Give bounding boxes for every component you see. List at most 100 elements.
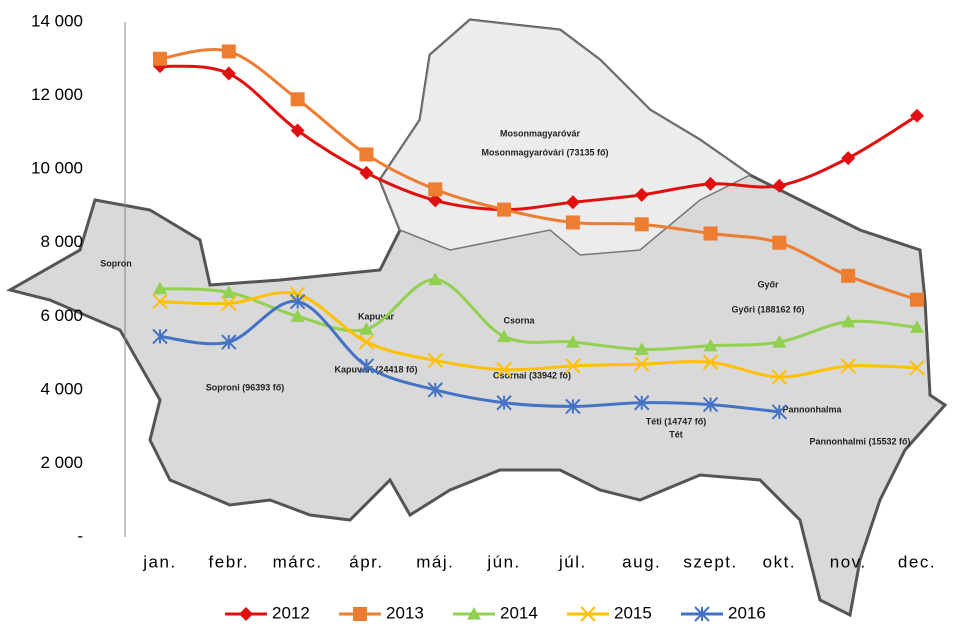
marker bbox=[772, 235, 787, 250]
marker bbox=[289, 286, 306, 302]
marker-shape bbox=[427, 352, 443, 369]
marker-shape bbox=[239, 607, 253, 621]
marker-shape bbox=[703, 338, 718, 352]
marker bbox=[909, 360, 925, 376]
marker bbox=[358, 334, 375, 350]
x-tick-label: márc. bbox=[273, 552, 323, 571]
map-region bbox=[379, 19, 752, 256]
marker-shape bbox=[428, 193, 443, 208]
map-label: Csorna bbox=[503, 315, 535, 325]
marker-shape bbox=[772, 335, 787, 348]
map-label: Kapuvári (24418 fő) bbox=[334, 364, 417, 374]
series-line bbox=[159, 300, 780, 414]
x-tick-label: júl. bbox=[558, 552, 587, 571]
marker-shape bbox=[359, 165, 374, 180]
marker bbox=[565, 335, 580, 348]
marker bbox=[840, 358, 856, 374]
marker bbox=[153, 59, 167, 74]
marker-shape bbox=[153, 51, 167, 66]
legend-label: 2012 bbox=[272, 603, 310, 622]
x-tick-label: máj. bbox=[416, 552, 454, 571]
marker bbox=[152, 328, 168, 345]
marker-shape bbox=[841, 151, 856, 166]
x-tick-label: szept. bbox=[683, 552, 737, 571]
marker-shape bbox=[634, 187, 649, 202]
map-label: Pannonhalmi (15532 fő) bbox=[809, 436, 910, 446]
map-label: Kapuvár bbox=[358, 311, 395, 321]
marker-shape bbox=[290, 123, 305, 138]
marker bbox=[239, 607, 253, 621]
legend-label: 2014 bbox=[500, 603, 538, 622]
marker bbox=[467, 607, 481, 620]
marker bbox=[634, 356, 650, 372]
marker-shape bbox=[634, 356, 650, 372]
marker bbox=[290, 92, 305, 107]
map-label: Soproni (96393 fő) bbox=[206, 382, 285, 392]
y-tick-label: 14 000 bbox=[31, 11, 83, 30]
marker bbox=[694, 606, 710, 622]
x-tick-label: dec. bbox=[898, 552, 936, 571]
marker-shape bbox=[841, 314, 856, 328]
marker bbox=[565, 215, 580, 230]
marker bbox=[353, 607, 367, 621]
marker-shape bbox=[428, 182, 443, 197]
marker bbox=[841, 151, 856, 166]
marker-shape bbox=[428, 272, 443, 286]
marker bbox=[290, 123, 305, 138]
marker-shape bbox=[703, 226, 718, 241]
marker-shape bbox=[565, 398, 581, 415]
marker bbox=[496, 395, 512, 411]
marker-shape bbox=[152, 328, 168, 345]
marker bbox=[153, 51, 167, 66]
marker-shape bbox=[565, 358, 581, 374]
x-tick-label: jún. bbox=[486, 552, 520, 571]
marker-shape bbox=[910, 108, 924, 123]
x-tick-label: nov. bbox=[830, 552, 867, 571]
marker bbox=[565, 195, 580, 210]
y-tick-label: - bbox=[77, 526, 83, 545]
x-tick-label: jan. bbox=[142, 552, 176, 571]
marker-shape bbox=[497, 329, 512, 343]
marker bbox=[771, 369, 788, 385]
marker-shape bbox=[496, 395, 512, 411]
marker bbox=[634, 217, 649, 232]
marker bbox=[703, 176, 718, 191]
marker bbox=[634, 187, 649, 202]
marker-shape bbox=[153, 59, 167, 74]
marker bbox=[565, 398, 581, 415]
marker-shape bbox=[580, 606, 596, 622]
marker-shape bbox=[772, 235, 787, 250]
marker-shape bbox=[221, 285, 236, 298]
marker-shape bbox=[221, 44, 236, 59]
marker bbox=[358, 358, 375, 374]
series-line bbox=[159, 277, 918, 351]
marker-shape bbox=[427, 382, 443, 398]
marker bbox=[221, 295, 237, 312]
map-label: Csornai (33942 fő) bbox=[493, 370, 571, 380]
marker-shape bbox=[634, 342, 649, 355]
y-tick-label: 12 000 bbox=[31, 85, 83, 104]
marker bbox=[703, 338, 718, 352]
marker-shape bbox=[353, 607, 367, 621]
legend-label: 2013 bbox=[386, 603, 424, 622]
marker bbox=[290, 309, 305, 322]
marker-shape bbox=[497, 202, 512, 217]
legend-label: 2015 bbox=[614, 603, 652, 622]
marker-shape bbox=[496, 361, 512, 378]
marker-shape bbox=[358, 334, 375, 350]
marker-shape bbox=[221, 334, 237, 350]
marker-shape bbox=[772, 178, 787, 193]
marker-shape bbox=[359, 147, 374, 162]
marker-shape bbox=[152, 293, 168, 310]
x-tick-label: ápr. bbox=[349, 552, 383, 571]
marker bbox=[910, 108, 924, 123]
series-line bbox=[159, 291, 918, 379]
marker bbox=[580, 606, 596, 622]
marker bbox=[496, 361, 512, 378]
marker-shape bbox=[909, 360, 925, 376]
map-label: Győri (188162 fő) bbox=[731, 304, 804, 314]
marker bbox=[634, 342, 649, 355]
marker-shape bbox=[634, 217, 649, 232]
marker bbox=[703, 226, 718, 241]
